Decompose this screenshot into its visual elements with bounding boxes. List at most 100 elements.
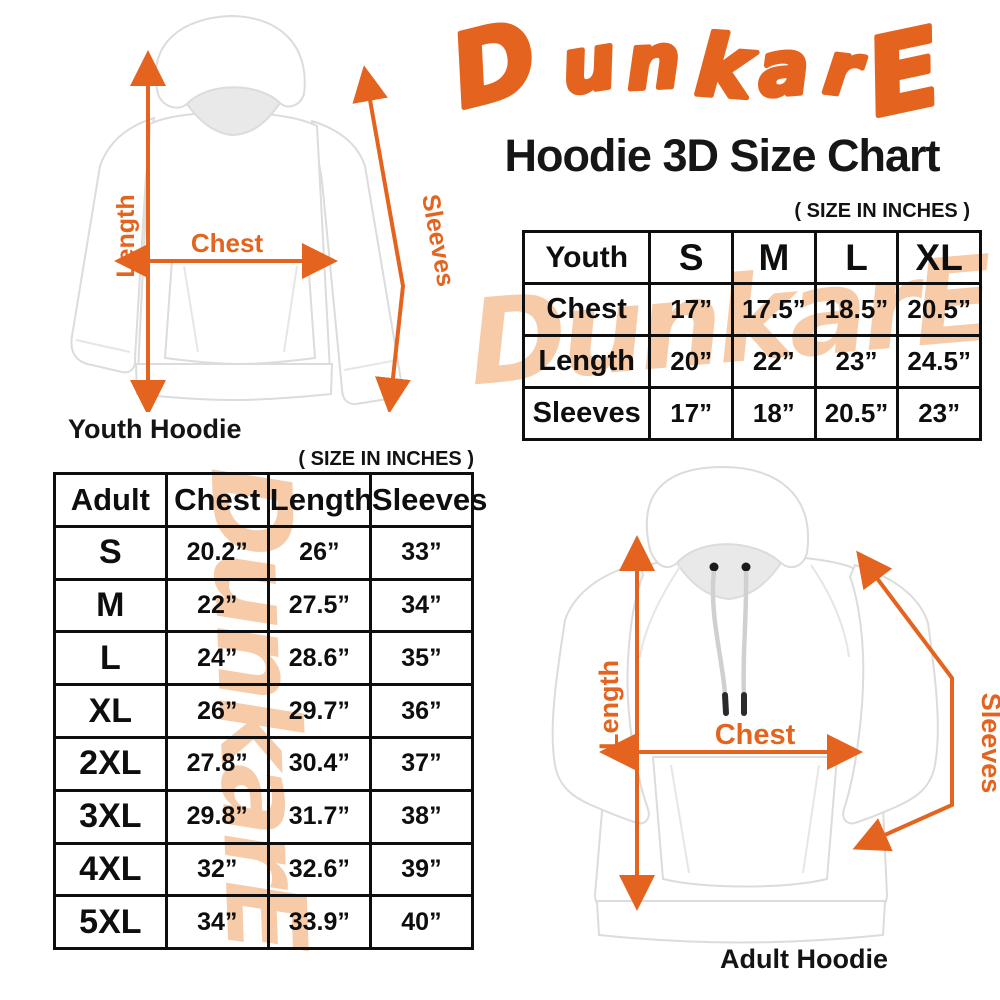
grommet-icon (741, 562, 751, 572)
row-label-cell: L (53, 630, 168, 687)
value-cell: 40” (368, 894, 475, 951)
youth-hoodie-caption: Youth Hoodie (68, 414, 242, 444)
value-cell: 36” (368, 683, 475, 739)
header-cell: XL (896, 230, 982, 285)
page-title: Hoodie 3D Size Chart (504, 130, 940, 181)
adult-measure-annotations: Length Chest Sleeves (594, 535, 1000, 911)
value-cell: 27.8” (164, 735, 270, 792)
table-header-row: Adult Chest Length Sleeves (53, 472, 487, 528)
value-cell: 18.5” (813, 282, 900, 337)
length-label: Length (112, 194, 140, 277)
value-cell: 23” (813, 334, 900, 389)
value-cell: 17.5” (731, 282, 817, 337)
value-cell: 26” (266, 524, 372, 581)
header-cell: L (813, 230, 900, 285)
value-cell: 39” (368, 841, 475, 898)
brand-logo: D u n k a r E (448, 4, 955, 132)
value-cell: 20.5” (896, 282, 982, 337)
value-cell: 20.2” (164, 524, 270, 581)
value-cell: 37” (368, 735, 475, 792)
value-cell: 26” (164, 683, 270, 739)
value-cell: 28.6” (266, 630, 372, 687)
value-cell: 20.5” (813, 386, 900, 441)
value-cell: 33.9” (266, 894, 372, 951)
value-cell: 34” (368, 577, 475, 634)
table-row: XL 26” 29.7” 36” (53, 683, 475, 739)
row-label-cell: Chest (521, 282, 652, 337)
value-cell: 32” (164, 841, 270, 898)
drawstring (710, 570, 728, 696)
youth-hoodie-diagram: Length Chest Sleeves (70, 14, 452, 412)
value-cell: 17” (648, 386, 735, 441)
table-header-row: Youth S M L XL (521, 230, 982, 285)
value-cell: 35” (368, 630, 475, 687)
header-cell: S (648, 230, 735, 285)
value-cell: 24” (164, 630, 270, 687)
logo-letter: n (624, 16, 682, 107)
size-units-note-youth: ( SIZE IN INCHES ) (794, 200, 970, 222)
row-label-cell: S (53, 524, 168, 581)
value-cell: 24.5” (896, 334, 982, 389)
value-cell: 33” (368, 524, 475, 581)
logo-letter: D (448, 4, 548, 131)
value-cell: 27.5” (266, 577, 372, 634)
value-cell: 22” (164, 577, 270, 634)
table-row: S 20.2” 26” 33” (53, 524, 475, 581)
chest-label: Chest (715, 719, 796, 751)
table-row: 2XL 27.8” 30.4” 37” (53, 735, 475, 792)
drawstring-tip (722, 692, 729, 716)
value-cell: 20” (648, 334, 735, 389)
table-row: L 24” 28.6” 35” (53, 630, 475, 687)
table-row: Chest 17” 17.5” 18.5” 20.5” (521, 282, 982, 337)
value-cell: 23” (896, 386, 982, 441)
value-cell: 30.4” (266, 735, 372, 792)
logo-letter: u (555, 17, 622, 112)
corner-header-cell: Adult (53, 472, 168, 528)
table-row: 3XL 29.8” 31.7” 38” (53, 788, 475, 845)
value-cell: 34” (164, 894, 270, 951)
table-row: Length 20” 22” 23” 24.5” (521, 334, 982, 389)
corner-header-cell: Youth (521, 230, 652, 285)
logo-letter: E (856, 5, 952, 132)
value-cell: 17” (648, 282, 735, 337)
youth-measure-annotations: Length Chest Sleeves (112, 50, 452, 412)
size-units-note-adult: ( SIZE IN INCHES ) (298, 448, 474, 470)
header-cell: Chest (164, 472, 270, 528)
row-label-cell: M (53, 577, 168, 634)
sleeves-label: Sleeves (416, 192, 452, 289)
table-row: Sleeves 17” 18” 20.5” 23” (521, 386, 982, 441)
row-label-cell: 2XL (53, 735, 168, 792)
logo-letter: k (693, 16, 761, 118)
grommet-icon (709, 562, 719, 572)
adult-hoodie-caption: Adult Hoodie (720, 944, 888, 974)
value-cell: 29.7” (266, 683, 372, 739)
value-cell: 22” (731, 334, 817, 389)
table-row: 4XL 32” 32.6” 39” (53, 841, 475, 898)
header-cell: M (731, 230, 817, 285)
drawstring (741, 570, 749, 696)
row-label-cell: 5XL (53, 894, 168, 951)
value-cell: 29.8” (164, 788, 270, 845)
row-label-cell: Length (521, 334, 652, 389)
header-cell: Sleeves (368, 472, 487, 528)
row-label-cell: 3XL (53, 788, 168, 845)
header-cell: Length (266, 472, 373, 528)
sleeves-arrow (852, 550, 954, 852)
value-cell: 31.7” (266, 788, 372, 845)
row-label-cell: XL (53, 683, 168, 739)
sleeves-label: Sleeves (976, 693, 1000, 794)
chest-label: Chest (191, 228, 264, 258)
value-cell: 32.6” (266, 841, 372, 898)
logo-letter: a (755, 23, 812, 114)
row-label-cell: 4XL (53, 841, 168, 898)
table-row: M 22” 27.5” 34” (53, 577, 475, 634)
value-cell: 18” (731, 386, 817, 441)
sleeves-arrow (352, 65, 411, 412)
youth-size-table: Youth S M L XL Chest 17” 17.5” 18.5” 20.5” Length 2… (521, 230, 982, 441)
row-label-cell: Sleeves (521, 386, 652, 441)
adult-size-table: Adult Chest Length Sleeves S 20.2” 26” 33” M 22” 2… (53, 472, 487, 951)
adult-hoodie-diagram: Length Chest Sleeves (551, 465, 1000, 944)
length-label: Length (594, 660, 624, 750)
table-row: 5XL 34” 33.9” 40” (53, 894, 475, 951)
